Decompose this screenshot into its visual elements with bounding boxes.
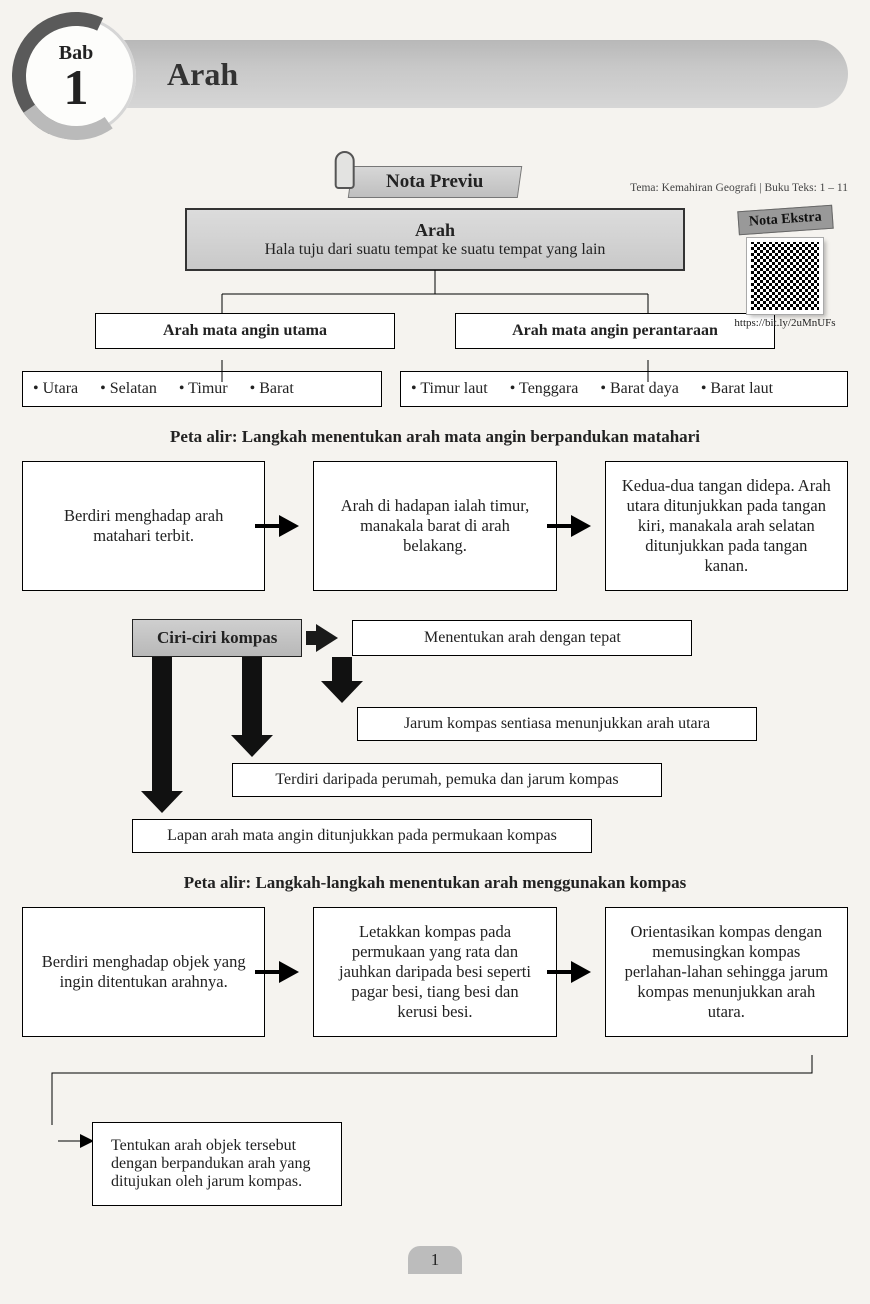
branch-right-title: Arah mata angin perantaraan xyxy=(455,313,775,349)
list-item: Timur laut xyxy=(411,380,488,397)
branch-left-title: Arah mata angin utama xyxy=(95,313,395,349)
ciri-section: Ciri-ciri kompas Menentukan arah dengan … xyxy=(22,619,848,857)
flow2-step: Berdiri menghadap objek yang ingin diten… xyxy=(22,907,265,1037)
ciri-heading: Ciri-ciri kompas xyxy=(132,619,302,657)
flow1-step: Kedua-dua tangan didepa. Arah utara ditu… xyxy=(605,461,848,591)
ciri-right: Menentukan arah dengan tepat xyxy=(352,620,692,656)
flow2-row: Berdiri menghadap objek yang ingin diten… xyxy=(22,907,848,1037)
arrow-down-icon xyxy=(242,657,262,737)
branch-left-items: Utara Selatan Timur Barat xyxy=(22,371,382,407)
content-area: Nota Ekstra https://bit.ly/2uMnUFs Arah … xyxy=(22,208,848,1214)
root-subtitle: Hala tuju dari suatu tempat ke suatu tem… xyxy=(203,241,667,259)
flow2-step: Orientasikan kompas dengan memusingkan k… xyxy=(605,907,848,1037)
list-item: Utara xyxy=(33,380,78,397)
extra-tag: Nota Ekstra xyxy=(737,205,833,236)
list-item: Timur xyxy=(179,380,228,397)
preview-label: Nota Previu xyxy=(386,171,483,193)
list-item: Barat xyxy=(250,380,294,397)
extra-qr-block: Nota Ekstra https://bit.ly/2uMnUFs xyxy=(730,208,840,329)
ciri-item: Jarum kompas sentiasa menunjukkan arah u… xyxy=(357,707,757,741)
chapter-header: Bab 1 Arah xyxy=(22,18,848,138)
flow1-step: Arah di hadapan ialah timur, manakala ba… xyxy=(313,461,556,591)
connector-wrap xyxy=(22,1055,848,1125)
ciri-head-row: Ciri-ciri kompas Menentukan arah dengan … xyxy=(132,619,848,657)
branch-right-items: Timur laut Tenggara Barat daya Barat lau… xyxy=(400,371,848,407)
arrow-right-icon xyxy=(316,624,338,652)
qr-code-icon xyxy=(747,238,823,314)
arrow-right-icon xyxy=(571,515,591,537)
page-number: 1 xyxy=(408,1246,462,1274)
chapter-title: Arah xyxy=(167,56,238,93)
flow2-step: Letakkan kompas pada permukaan yang rata… xyxy=(313,907,556,1037)
paperclip-icon xyxy=(335,151,355,189)
preview-clip: Nota Previu xyxy=(348,166,522,198)
flow1-row: Berdiri menghadap arah matahari terbit. … xyxy=(22,461,848,591)
arrow-down-icon xyxy=(152,657,172,793)
list-item: Selatan xyxy=(100,380,157,397)
root-title: Arah xyxy=(203,220,667,241)
ciri-cascade: Jarum kompas sentiasa menunjukkan arah u… xyxy=(132,657,848,857)
arrow-right-icon xyxy=(571,961,591,983)
arrow-right-icon xyxy=(279,515,299,537)
root-definition: Arah Hala tuju dari suatu tempat ke suat… xyxy=(185,208,685,271)
list-item: Barat laut xyxy=(701,380,773,397)
flow1-step: Berdiri menghadap arah matahari terbit. xyxy=(22,461,265,591)
branch-titles-row: Arah mata angin utama Arah mata angin pe… xyxy=(22,313,848,349)
flow2-wrap: Tentukan arah objek tersebut dengan berp… xyxy=(22,1055,848,1214)
flow1-heading: Peta alir: Langkah menentukan arah mata … xyxy=(22,427,848,447)
ciri-item: Lapan arah mata angin ditunjukkan pada p… xyxy=(132,819,592,853)
extra-url: https://bit.ly/2uMnUFs xyxy=(730,317,840,329)
ciri-item: Terdiri daripada perumah, pemuka dan jar… xyxy=(232,763,662,797)
bab-badge: Bab 1 xyxy=(16,16,136,136)
flow2-step: Tentukan arah objek tersebut dengan berp… xyxy=(92,1122,342,1206)
arrow-right-icon xyxy=(279,961,299,983)
bab-number: 1 xyxy=(64,65,89,110)
flow2-heading: Peta alir: Langkah-langkah menentukan ar… xyxy=(22,873,848,893)
branch-items-row: Utara Selatan Timur Barat Timur laut Ten… xyxy=(22,371,848,407)
arrow-down-icon xyxy=(332,657,352,683)
list-item: Tenggara xyxy=(510,380,579,397)
list-item: Barat daya xyxy=(600,380,678,397)
